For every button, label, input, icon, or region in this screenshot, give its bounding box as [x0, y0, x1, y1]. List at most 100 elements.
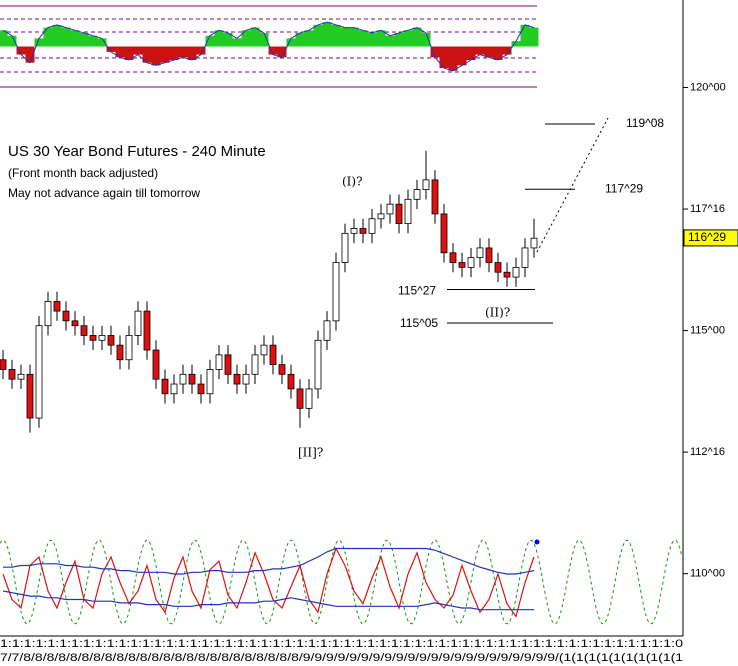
candle-body: [431, 179, 439, 215]
wave-label: (II)?: [485, 306, 510, 320]
oscillator-line: [2, 590, 534, 611]
candle-body: [512, 266, 520, 278]
y-tick-label: 112^16: [690, 446, 725, 458]
x-axis-labels: 1:1:1:1:1:1:1:1:1:1:1:1:1:1:1:1:1:1:1:1:…: [0, 638, 683, 650]
candle-body: [503, 271, 511, 278]
histogram-bar: [97, 38, 107, 47]
histogram-bar: [520, 24, 530, 47]
histogram-bar: [0, 30, 8, 47]
last-price-label: 116^29: [688, 230, 726, 244]
histogram-bar: [529, 27, 539, 47]
candle-body: [161, 378, 169, 395]
histogram-bar: [43, 27, 53, 47]
y-tick-label: 120^00: [690, 81, 726, 93]
histogram-bar: [88, 35, 98, 47]
histogram-bar: [349, 27, 359, 47]
oscillator-line: [2, 547, 535, 618]
histogram-bar: [25, 46, 35, 63]
histogram-bar: [376, 30, 386, 47]
cycle-wave: [0, 539, 683, 625]
candle-body: [350, 228, 358, 234]
histogram-bar: [412, 27, 422, 47]
candle-body: [152, 349, 160, 380]
histogram-bar: [259, 33, 269, 47]
histogram-bar: [61, 27, 71, 47]
candle-body: [233, 373, 241, 385]
histogram-bar: [295, 33, 305, 47]
histogram-bar: [115, 46, 125, 58]
last-price-box: [683, 229, 738, 247]
histogram-bar: [322, 22, 332, 47]
candle-body: [206, 369, 214, 395]
candle-body: [305, 388, 313, 409]
histogram-bar: [205, 35, 215, 47]
histogram-bar: [313, 24, 323, 47]
histogram-bar: [394, 33, 404, 47]
candle-body: [62, 310, 70, 322]
histogram-bar: [124, 46, 134, 60]
histogram-bar: [178, 46, 188, 58]
y-tick-label: 115^00: [690, 324, 725, 336]
level-label: 115^27: [398, 284, 436, 298]
candle-body: [332, 262, 340, 322]
candle-body: [125, 335, 133, 361]
candle-body: [530, 237, 538, 249]
histogram-bar: [331, 24, 341, 47]
candle-body: [485, 247, 493, 263]
candle-body: [170, 383, 178, 395]
candle-body: [26, 373, 34, 419]
histogram-bar: [52, 24, 62, 47]
candle-body: [35, 325, 43, 419]
candle-body: [404, 198, 412, 225]
histogram-bar: [196, 46, 206, 55]
histogram-bar: [214, 30, 224, 47]
candle-body: [215, 354, 223, 370]
candle-body: [494, 262, 502, 273]
candle-body: [242, 373, 250, 385]
candle-body: [269, 344, 277, 365]
candle-body: [413, 189, 421, 200]
histogram-bar: [160, 46, 170, 63]
candle-body: [143, 310, 151, 351]
chart-subtitle: (Front month back adjusted): [8, 166, 158, 180]
candle-body: [44, 301, 52, 327]
histogram-bar: [187, 46, 197, 60]
chart-title: US 30 Year Bond Futures - 240 Minute: [8, 143, 266, 160]
candle-body: [17, 373, 25, 380]
histogram-bar: [268, 46, 278, 55]
histogram-bar: [169, 46, 179, 60]
cycle-marker: [534, 539, 540, 545]
candle-body: [134, 310, 142, 336]
candle-body: [341, 232, 349, 263]
histogram-bar: [16, 46, 26, 55]
projection-line: [536, 117, 609, 253]
histogram-bar: [430, 46, 440, 58]
candle-body: [368, 218, 376, 234]
level-label: 115^05: [400, 316, 438, 330]
candle-body: [476, 247, 484, 259]
candle-body: [395, 203, 403, 225]
candle-body: [287, 373, 295, 390]
histogram-bar: [142, 46, 152, 63]
candle-body: [224, 354, 232, 375]
candle-body: [8, 369, 16, 380]
histogram-bar: [133, 46, 143, 55]
candle-body: [386, 203, 394, 215]
candle-body: [188, 373, 196, 385]
level-label: 119^08: [626, 116, 664, 130]
histogram-bar: [448, 46, 458, 71]
histogram-bar: [286, 38, 296, 47]
x-axis-labels: 7/7/8/8/8/8/8/8/8/8/8/8/8/8/8/8/8/8/8/8/…: [0, 652, 683, 664]
candle-body: [278, 364, 286, 375]
candle-body: [521, 247, 529, 268]
histogram-bar: [277, 46, 287, 58]
wave-label: (I)?: [342, 175, 363, 189]
histogram-bar: [493, 46, 503, 60]
candle-body: [323, 320, 331, 341]
candle-body: [179, 373, 187, 385]
candle-body: [449, 252, 457, 263]
level-label: 117^29: [605, 181, 643, 195]
y-tick-label: 110^00: [690, 568, 725, 580]
